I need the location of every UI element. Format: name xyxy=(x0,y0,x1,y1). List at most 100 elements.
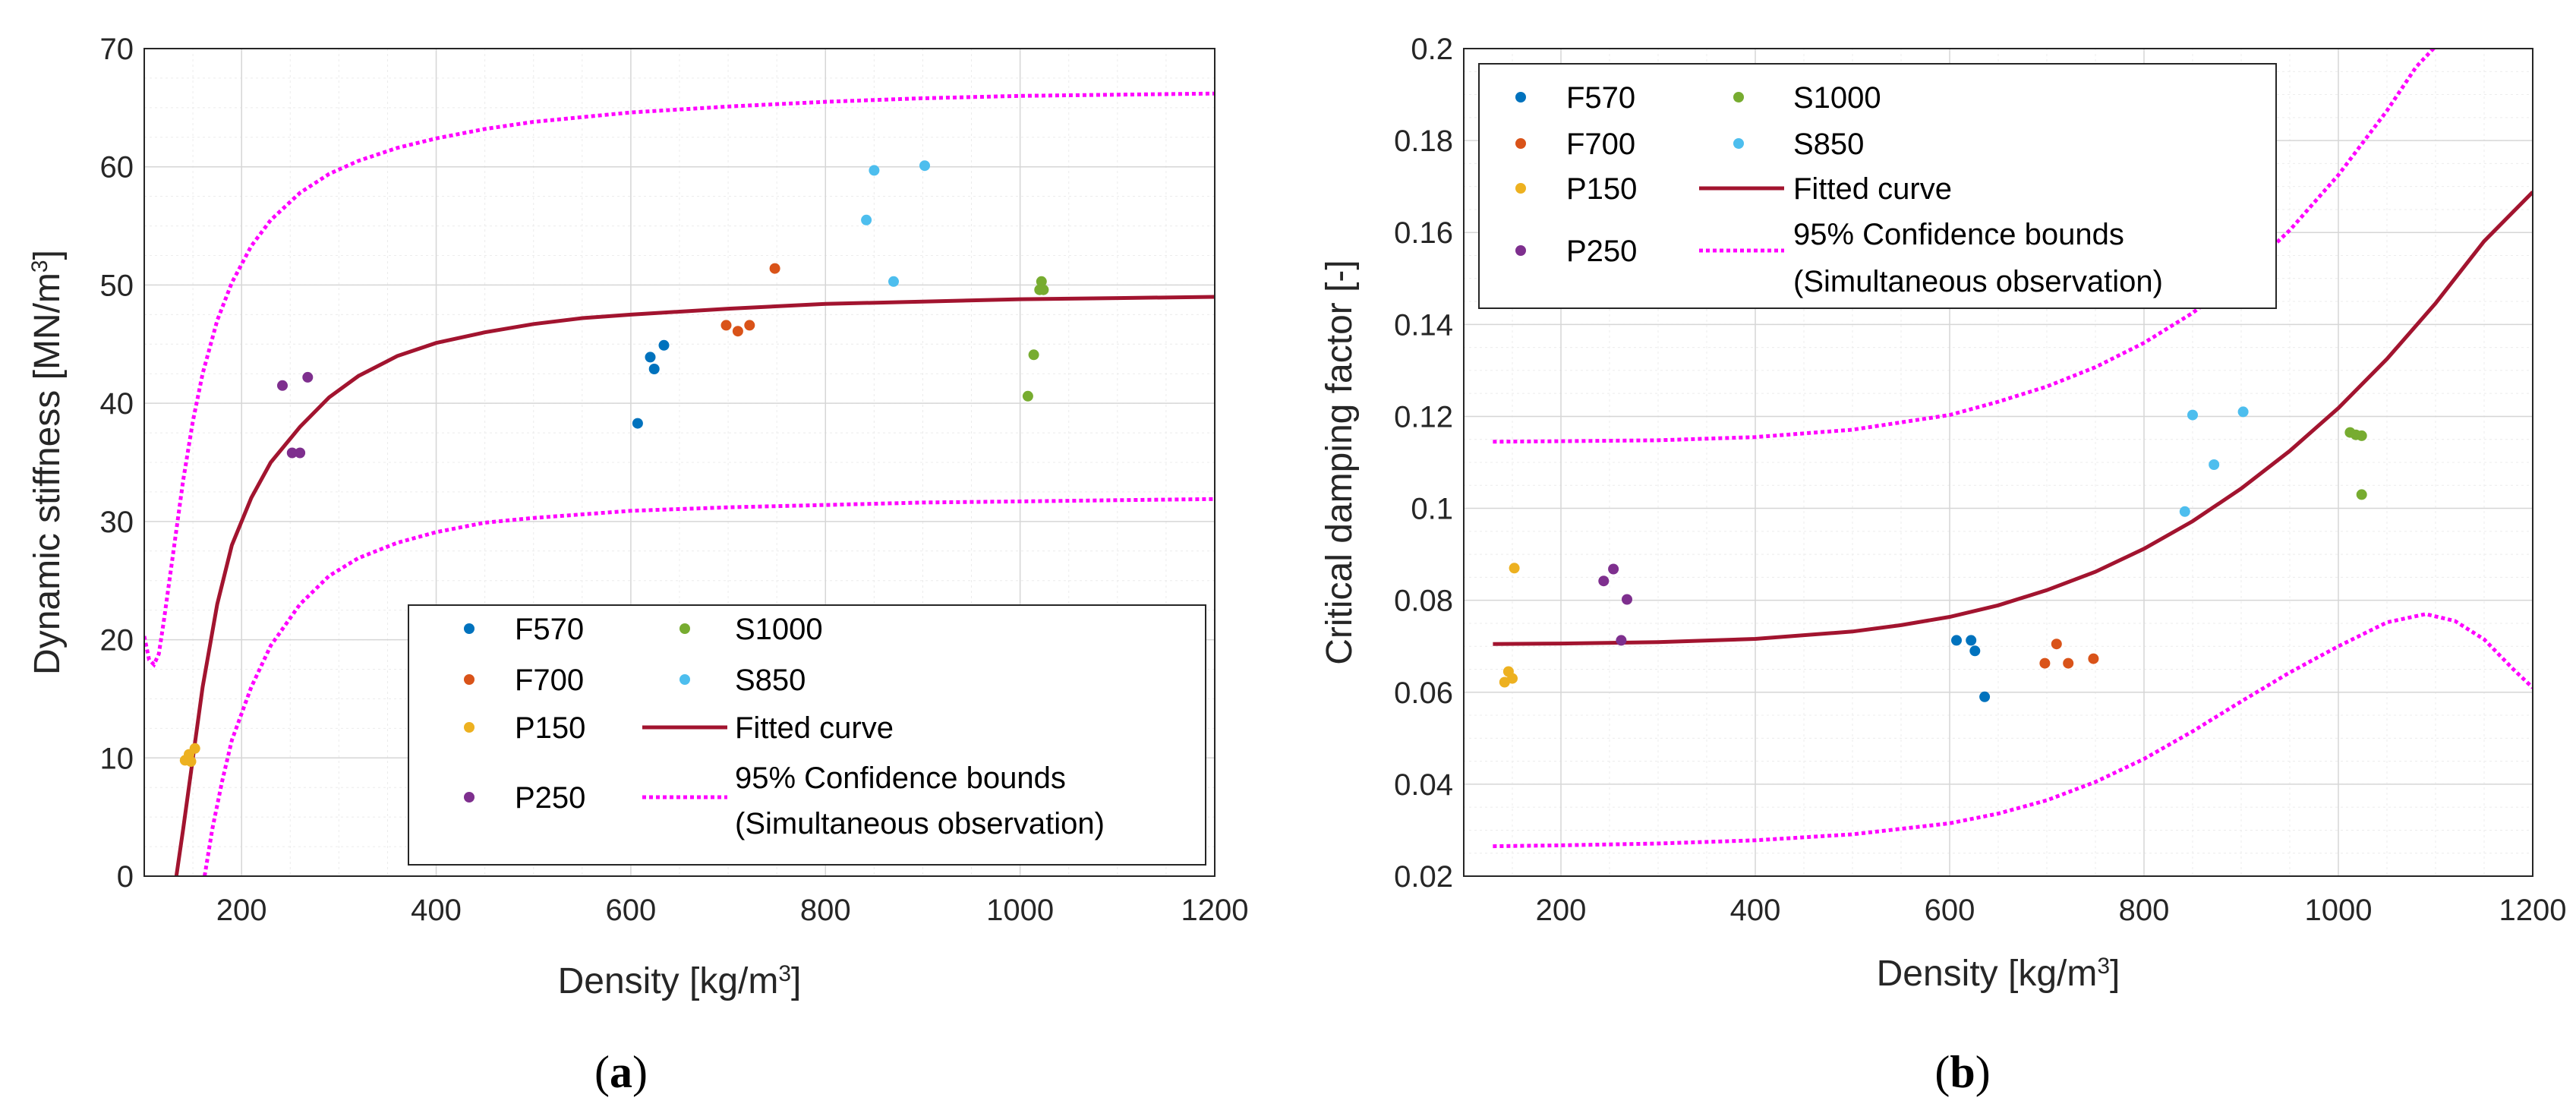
point-s850 xyxy=(2179,506,2190,517)
x-tick-label: 600 xyxy=(606,894,657,927)
y-axis-label: Critical damping factor [-] xyxy=(1320,260,1360,665)
y-tick-label: 20 xyxy=(100,624,134,657)
y-tick-label: 0.18 xyxy=(1394,125,1453,158)
x-axis-label-text: Density [kg/m xyxy=(1877,954,2098,994)
point-f700 xyxy=(2051,639,2062,650)
point-p250 xyxy=(277,380,288,391)
x-tick-label: 1200 xyxy=(2499,894,2567,927)
y-tick-label: 0.02 xyxy=(1394,860,1453,894)
panel-label-b: (b) xyxy=(1934,1047,1990,1097)
legend-marker-f700 xyxy=(1515,138,1526,149)
legend-label-p250: P250 xyxy=(1566,235,1637,268)
point-s1000 xyxy=(1028,349,1039,361)
legend-label-s850: S850 xyxy=(1793,128,1864,161)
x-tick-label: 400 xyxy=(1730,894,1781,927)
panel-letter-a: a xyxy=(610,1047,632,1097)
curves xyxy=(1493,49,2533,849)
legend-marker-s850 xyxy=(679,674,690,685)
y-tick-label: 0.04 xyxy=(1394,768,1453,802)
y-tick-label: 50 xyxy=(100,269,134,302)
y-tick-label: 10 xyxy=(100,742,134,775)
y-tick-label: 0.08 xyxy=(1394,585,1453,618)
upper-confidence-bound xyxy=(144,91,1215,668)
legend-label-f570: F570 xyxy=(1566,81,1635,115)
point-s850 xyxy=(2237,406,2249,418)
point-p150 xyxy=(1507,673,1518,684)
y-axis-label: Dynamic stiffness [MN/m3] xyxy=(27,250,68,675)
x-tick-labels: 200 400 600 800 1000 1200 xyxy=(1536,894,2567,927)
data-points xyxy=(179,160,1049,767)
point-f570 xyxy=(1979,691,1991,702)
x-axis-label: Density [kg/m3] xyxy=(558,961,802,1002)
fitted-curve xyxy=(1493,191,2533,646)
y-tick-label: 0.06 xyxy=(1394,676,1453,710)
legend-label-s1000: S1000 xyxy=(1793,81,1881,115)
point-p250 xyxy=(1608,563,1619,575)
point-f700 xyxy=(2088,653,2099,664)
y-tick-label: 0.16 xyxy=(1394,216,1453,250)
point-s1000 xyxy=(1038,284,1049,295)
fitted-curve xyxy=(174,295,1215,876)
legend-marker-f700 xyxy=(464,674,475,685)
point-p250 xyxy=(1598,575,1610,587)
x-axis-label-sup: 3 xyxy=(2097,954,2110,979)
legend-marker-p150 xyxy=(464,722,475,733)
panel-label-a: (a) xyxy=(594,1047,648,1097)
legend-marker-p150 xyxy=(1515,183,1526,194)
legend-box xyxy=(1478,63,2277,309)
point-s850 xyxy=(919,160,930,172)
x-tick-label: 800 xyxy=(2119,894,2170,927)
legend-label-s850: S850 xyxy=(735,664,806,697)
x-axis-label-text: Density [kg/m xyxy=(558,961,779,1001)
point-s1000 xyxy=(1022,390,1033,402)
legend-label-bounds-1: 95% Confidence bounds xyxy=(1793,218,2124,251)
legend-label-bounds-1: 95% Confidence bounds xyxy=(735,762,1066,795)
axes-box xyxy=(1463,48,2533,877)
point-f700 xyxy=(744,320,755,331)
point-f570 xyxy=(1969,645,1981,657)
legend-label-fit: Fitted curve xyxy=(1793,172,1952,206)
point-s850 xyxy=(2209,459,2220,470)
x-tick-label: 1000 xyxy=(986,894,1054,927)
y-tick-label: 0.12 xyxy=(1394,400,1453,434)
y-tick-label: 0 xyxy=(117,860,134,894)
legend-label-p150: P150 xyxy=(1566,172,1637,206)
legend-label-bounds-2: (Simultaneous observation) xyxy=(1793,265,2163,298)
x-tick-label: 200 xyxy=(216,894,267,927)
point-f570 xyxy=(632,418,643,429)
point-f700 xyxy=(2063,657,2074,669)
point-f570 xyxy=(648,364,660,374)
y-tick-label: 0.2 xyxy=(1411,33,1453,66)
y-tick-label: 60 xyxy=(100,151,134,184)
y-axis-label-sup: 3 xyxy=(27,260,52,273)
upper-confidence-bound xyxy=(1493,49,2436,444)
y-tick-label: 0.14 xyxy=(1394,308,1453,342)
point-f570 xyxy=(658,339,670,351)
x-tick-label: 400 xyxy=(411,894,462,927)
legend-label-f700: F700 xyxy=(1566,128,1635,161)
x-tick-label: 1000 xyxy=(2305,894,2373,927)
point-s1000 xyxy=(2356,489,2367,500)
point-p150 xyxy=(185,756,197,767)
legend-marker-f570 xyxy=(1515,92,1526,102)
legend-marker-s850 xyxy=(1733,138,1744,149)
legend-marker-f570 xyxy=(464,623,475,634)
x-tick-label: 200 xyxy=(1536,894,1587,927)
point-p250 xyxy=(295,447,306,459)
legend-marker-p250 xyxy=(1515,245,1526,256)
legend-marker-p250 xyxy=(464,792,475,803)
x-tick-labels: 200 400 600 800 1000 1200 xyxy=(216,894,1249,927)
legend-label-p150: P150 xyxy=(515,711,585,745)
point-p250 xyxy=(1622,594,1632,605)
y-axis-label-text: Dynamic stiffness [MN/m xyxy=(27,273,68,675)
x-tick-label: 1200 xyxy=(1181,894,1249,927)
legend-marker-s1000 xyxy=(679,623,690,634)
axes-box xyxy=(143,48,1215,877)
legend: F570 F700 P150 P250 S1000 S850 Fitted cu… xyxy=(1478,63,2277,309)
panel-letter-b: b xyxy=(1950,1047,1975,1097)
y-tick-label: 0.1 xyxy=(1411,493,1453,526)
curves xyxy=(144,91,1215,876)
legend-label-p250: P250 xyxy=(515,781,585,815)
point-f700 xyxy=(2039,657,2051,669)
